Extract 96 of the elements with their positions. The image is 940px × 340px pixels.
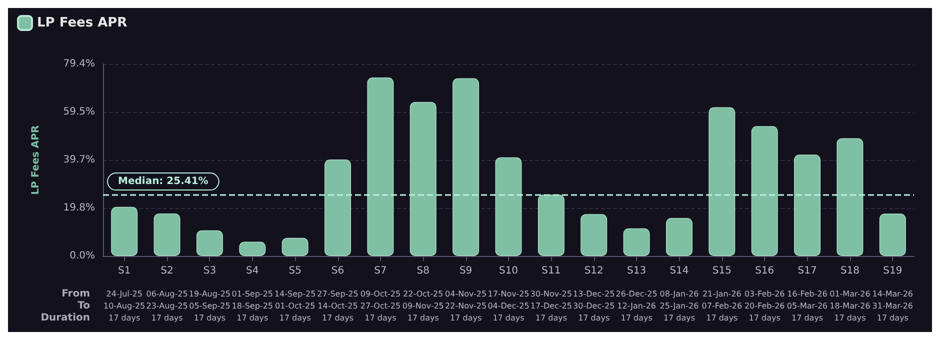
text: 03-Feb-26 [744,290,785,298]
text: 08-Jan-26 [660,290,699,298]
bar [239,242,266,256]
bar [623,228,650,256]
text: 20-Feb-26 [744,302,785,310]
text: 01-Mar-26 [830,290,870,298]
text: 25-Jan-26 [660,302,699,310]
text: 01-Sep-25 [232,290,274,298]
text: 06-Aug-25 [146,290,188,298]
text: 17 days [364,314,396,322]
x-tick-label: S17 [798,266,817,276]
text: 18-Sep-25 [232,302,274,310]
text: 21-Jan-26 [702,290,742,298]
text: 01-Oct-25 [274,302,316,310]
text: 14-Oct-25 [318,302,358,310]
text: 17 days [620,314,652,322]
text: Duration [40,312,90,324]
text: 17 days [236,314,268,322]
text: 17 days [194,314,226,322]
text: 27-Sep-25 [317,290,358,298]
text: 17 days [663,314,696,322]
x-tick-label: S7 [374,266,387,276]
legend-label: LP Fees APR [37,16,128,30]
x-tick-label: S13 [627,266,646,276]
text: 16-Feb-26 [787,290,828,298]
text: 04-Dec-25 [488,302,530,310]
text: 05-Sep-25 [189,302,230,310]
text: 09-Nov-25 [402,302,444,310]
text: 17 days [535,314,567,322]
y-tick-label: 59.5% [63,106,95,118]
x-tick-label: S8 [416,266,430,276]
x-tick-label: S11 [542,266,561,276]
text: 17 days [279,314,311,322]
x-tick-label: S3 [203,266,216,276]
text: 13-Dec-25 [573,290,615,298]
text: 27-Oct-25 [360,302,401,310]
x-tick-label: S18 [840,266,860,276]
text: 17 days [578,314,610,322]
text: 17-Nov-25 [488,290,530,298]
text: 17 days [322,314,354,322]
text: 30-Nov-25 [530,290,572,298]
text: 22-Nov-25 [445,302,487,310]
text: 17 days [108,314,140,322]
bar [154,213,180,256]
text: 07-Feb-26 [702,302,742,310]
y-tick-label: 79.4% [63,58,95,70]
x-tick-label: S12 [584,266,604,276]
text: 24-Jul-25 [106,290,142,298]
bar [196,230,223,256]
text: 31-Mar-26 [872,302,914,310]
text: 17 days [706,314,738,322]
x-tick-label: S9 [459,266,472,276]
text: 17 days [492,314,524,322]
text: 23-Aug-25 [146,302,188,310]
text: 18-Mar-26 [830,302,870,310]
text: 17 days [791,314,824,322]
y-tick-label: 19.8% [63,202,95,214]
text: 19-Aug-25 [188,290,230,298]
text: 17-Dec-25 [530,302,572,310]
text: 04-Nov-25 [445,290,487,298]
bar [666,218,692,256]
text: 14-Sep-25 [274,290,316,298]
x-tick-label: S10 [498,266,518,276]
y-tick-label: 0.0% [70,250,95,262]
text: 17 days [450,314,482,322]
text: 17 days [834,314,866,322]
x-tick-label: S4 [246,266,259,276]
text: 09-Oct-25 [360,290,401,298]
y-tick-label: 39.7% [63,154,95,166]
x-tick-label: S14 [670,266,689,276]
text: 17 days [748,314,780,322]
x-tick-label: S5 [288,266,302,276]
text: 17 days [407,314,439,322]
text: 10-Aug-25 [104,302,146,310]
text: 22-Oct-25 [403,290,444,298]
x-tick-label: S19 [883,266,902,276]
x-tick-label: S16 [755,266,774,276]
bar [282,238,308,256]
ref-line-label: Median: 25.41% [118,176,208,188]
y-axis-title: LP Fees APR [30,125,42,195]
text: 12-Jan-26 [617,302,656,310]
text: 17 days [151,314,183,322]
x-tick-label: S6 [331,266,344,276]
text: 17 days [876,314,908,322]
text: 26-Dec-25 [616,290,658,298]
x-tick-label: S15 [712,266,732,276]
text: 05-Mar-26 [786,302,828,310]
bar [879,214,906,256]
text: 14-Mar-26 [872,290,914,298]
x-tick-label: S2 [160,266,174,276]
bar [580,214,608,256]
text: From [62,288,90,300]
x-tick-label: S1 [118,266,131,276]
bar [111,206,138,256]
text: To [78,300,90,312]
text: 30-Dec-25 [573,302,615,310]
